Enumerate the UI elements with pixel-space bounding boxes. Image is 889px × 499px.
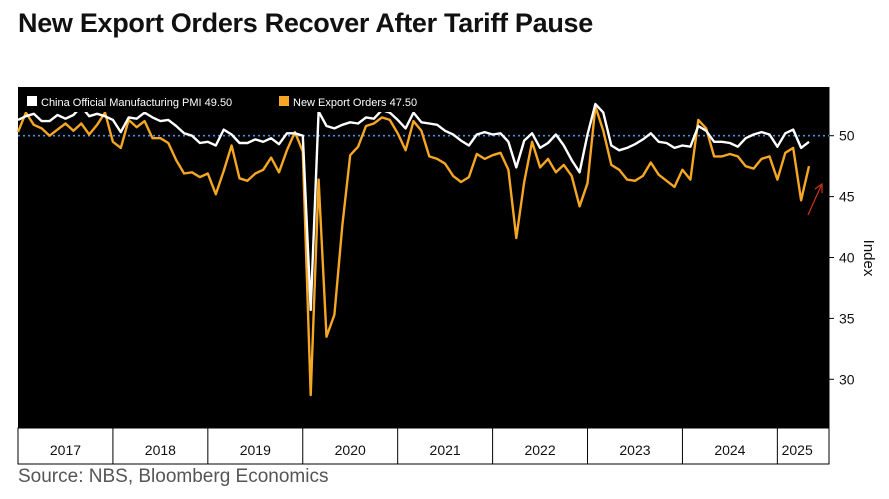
legend: China Official Manufacturing PMI 49.50 Ne… [18,90,438,112]
up-arrow-icon [807,182,823,216]
year-label-2018: 2018 [145,442,176,458]
y-tick-label: 40 [839,250,855,266]
year-label-2023: 2023 [619,442,650,458]
y-tick-label: 30 [839,371,855,387]
series-layer [16,102,811,397]
series-line-new-export-orders [16,105,811,397]
legend-label-manufacturing-pmi: China Official Manufacturing PMI 49.50 [41,97,232,109]
year-label-2017: 2017 [50,442,81,458]
series-line-manufacturing-pmi [17,102,810,312]
year-label-2024: 2024 [714,442,745,458]
legend-label-new-export-orders: New Export Orders 47.50 [293,97,417,109]
y-axis: 30 35 40 45 50 [828,87,855,428]
year-label-2019: 2019 [240,442,271,458]
year-label-2022: 2022 [524,442,555,458]
year-band-background [17,427,830,465]
page-title: New Export Orders Recover After Tariff P… [18,8,593,38]
year-label-2021: 2021 [430,442,461,458]
year-band: 2017 2018 2019 2020 2021 2022 2023 2024 2025 [17,427,830,465]
plot-background [18,87,829,464]
legend-swatch-new-export-orders [279,96,289,106]
year-label-2025: 2025 [782,442,813,458]
y-tick-label: 50 [839,128,855,144]
year-label-2020: 2020 [335,442,366,458]
source-note: Source: NBS, Bloomberg Economics [18,466,329,487]
y-tick-label: 35 [839,310,855,326]
y-tick-label: 45 [839,189,855,205]
y-axis-title: Index [860,240,877,277]
legend-background [18,90,438,112]
legend-swatch-manufacturing-pmi [27,96,37,106]
